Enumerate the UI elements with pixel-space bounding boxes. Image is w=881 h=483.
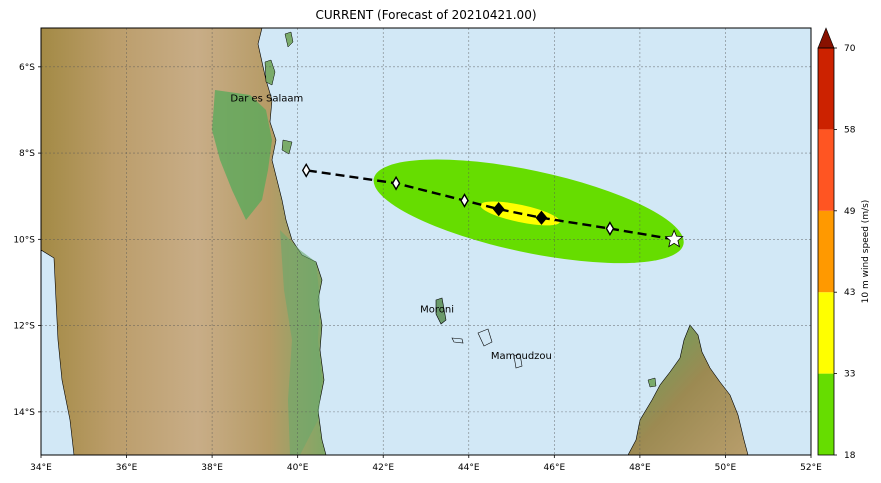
coastal-vegetation: [212, 90, 272, 220]
lon-tick-label: 42°E: [372, 463, 394, 473]
grande-comore: [435, 297, 447, 325]
colorbar-tick-label: 43: [844, 288, 855, 298]
track-star-marker: [664, 229, 684, 248]
lat-tick-label: 10°S: [13, 235, 35, 245]
lon-tick-label: 50°E: [715, 463, 737, 473]
storm-track: [301, 162, 684, 248]
graticule: [41, 28, 811, 455]
southern-highlands: [280, 230, 322, 455]
map-frame: [40, 27, 812, 456]
colorbar-segment: [818, 292, 834, 374]
colorbar-label: 10 m wind speed (m/s): [861, 200, 871, 304]
lat-tick-label: 8°S: [19, 149, 35, 159]
lake-malawi: [41, 249, 75, 455]
colorbar-extend-arrow: [817, 27, 835, 49]
moheli: [451, 337, 464, 344]
colorbar-segment: [818, 373, 834, 455]
colorbar-segment: [818, 210, 834, 293]
colorbar-tick-label: 33: [844, 370, 855, 380]
lon-tick-label: 40°E: [287, 463, 309, 473]
lon-tick-label: 44°E: [458, 463, 480, 473]
pemba-island: [284, 31, 294, 48]
lon-tick-label: 38°E: [201, 463, 223, 473]
lon-tick-label: 52°E: [800, 463, 822, 473]
lon-tick-label: 36°E: [116, 463, 138, 473]
track-point-open: [301, 162, 311, 178]
colorbar-tick-label: 49: [844, 207, 856, 217]
lat-tick-label: 14°S: [13, 408, 35, 418]
lat-tick-label: 12°S: [13, 322, 35, 332]
wind-colorbar: 18 33 43 49 58 70 10 m wind speed (m/s): [817, 27, 871, 461]
track-point-open: [605, 221, 615, 236]
colorbar-segment: [818, 129, 834, 211]
mayotte: [513, 353, 523, 369]
map-axes: 34°E 36°E 38°E 40°E 42°E 44°E 46°E 48°E 50°E 52°E…: [13, 63, 822, 473]
colorbar-tick-label: 58: [844, 125, 856, 135]
map-title: CURRENT (Forecast of 20210421.00): [315, 8, 537, 22]
track-point-filled: [492, 202, 505, 217]
colorbar-segment: [818, 48, 834, 130]
lon-tick-label: 34°E: [30, 463, 52, 473]
colorbar-tick-label: 18: [844, 451, 856, 461]
zanzibar-island: [264, 59, 276, 86]
mafia-island: [281, 139, 293, 155]
colorbar-frame: [817, 47, 835, 456]
madagascar-landmass: [627, 324, 749, 455]
anjouan: [477, 328, 493, 347]
lon-tick-label: 48°E: [629, 463, 651, 473]
city-labels: Dar es Salaam Moroni Mamoudzou: [230, 93, 551, 362]
track-point-filled: [535, 210, 548, 225]
nosy-be: [647, 377, 657, 388]
city-label: Moroni: [420, 305, 454, 316]
lon-tick-label: 46°E: [544, 463, 566, 473]
city-label: Mamoudzou: [491, 351, 552, 362]
track-point-open: [391, 175, 401, 191]
city-label: Dar es Salaam: [230, 93, 303, 104]
lat-tick-label: 6°S: [19, 63, 35, 73]
track-point-open: [460, 193, 469, 208]
colorbar-tick-label: 70: [844, 44, 856, 54]
